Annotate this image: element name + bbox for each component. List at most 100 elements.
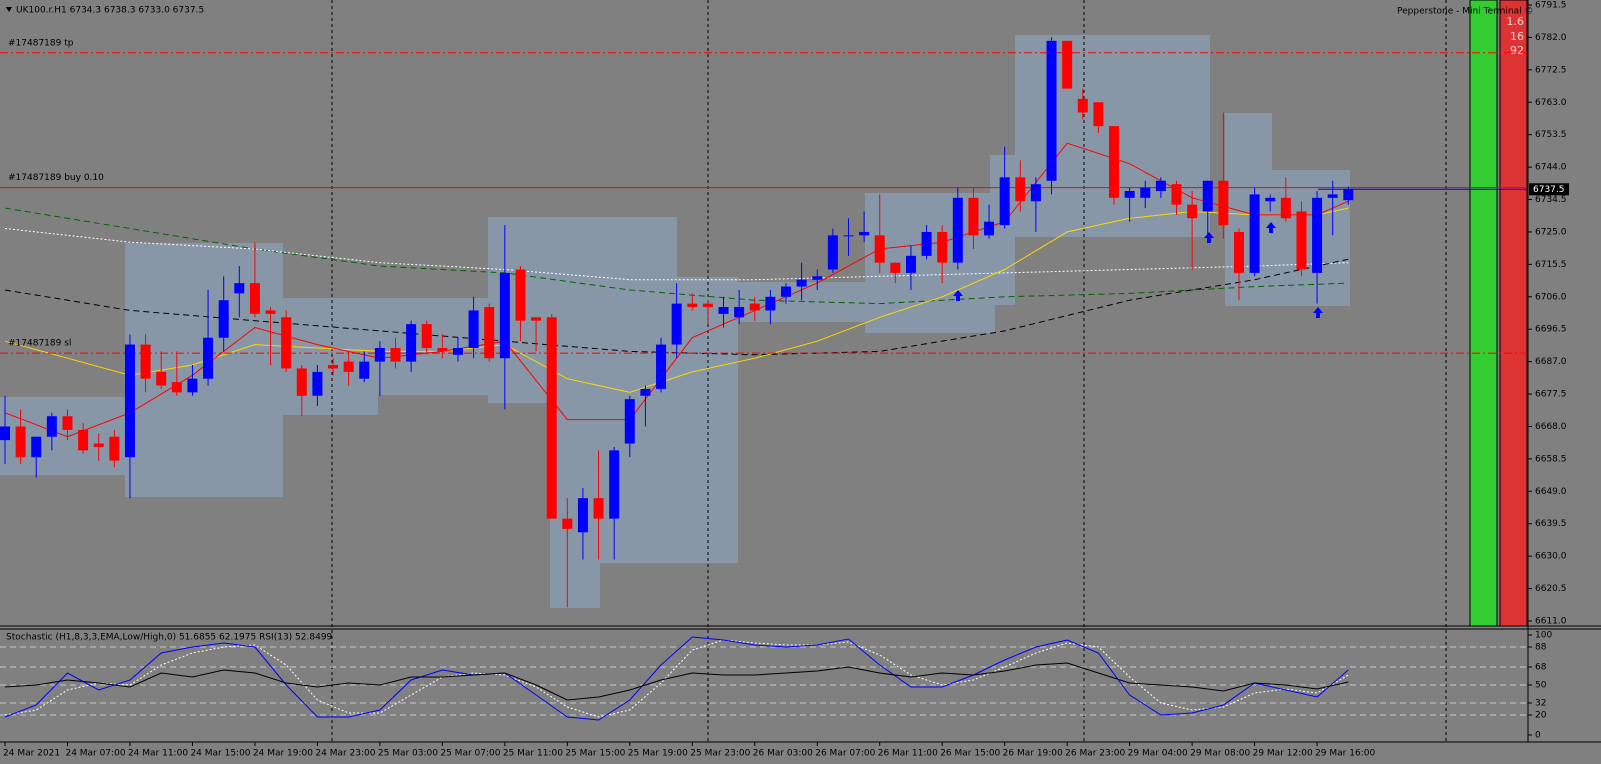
indicator-title: Stochastic (H1,8,3,3,EMA,Low/High,0) 51.… [6,633,333,643]
y-tick-label: 6772.5 [1535,65,1567,75]
candle-body [484,307,495,359]
candle-body [203,337,214,379]
candle-body [687,303,698,308]
candle-body [984,221,995,236]
candle-body [1187,204,1198,219]
y-tick-label: 88 [1535,643,1547,653]
y-tick-label: 0 [1535,731,1541,741]
candle-body [515,269,526,321]
candle-body [390,347,401,362]
candle-body [1062,40,1073,89]
moving-average [4,207,1349,393]
candle-body [0,426,10,441]
y-tick-label: 6677.5 [1535,390,1567,400]
candle-body [1077,98,1088,113]
candle-body [1124,190,1135,198]
candle-body [531,317,542,321]
x-tick-label: 29 Mar 12:00 [1253,749,1313,759]
order-label: #17487189 buy 0.10 [8,173,104,183]
counter: 1.6 [1507,15,1525,28]
candle-body [312,371,323,396]
price-box [1529,183,1569,196]
x-tick-label: 25 Mar 03:00 [378,749,438,759]
candle-body [656,344,667,389]
x-tick-label: 26 Mar 07:00 [815,749,875,759]
y-tick-label: 6649.0 [1535,487,1567,497]
x-tick-label: 29 Mar 08:00 [1190,749,1250,759]
price-panel: #17487189 tp #17487189 buy 0.10 #17487189 … [0,37,1528,608]
y-tick-label: 6791.5 [1535,1,1567,11]
x-tick-label: 29 Mar 16:00 [1315,749,1375,759]
x-tick-label: 24 Mar 23:00 [315,749,375,759]
candle-body [999,177,1010,226]
moving-average [4,142,1349,438]
candle-body [859,231,870,236]
current-price: 6737.5 [1533,185,1565,195]
candle-body [1218,180,1229,226]
candle-body [249,283,260,314]
counter: 16 [1510,30,1524,43]
y-tick-label: 6734.5 [1535,195,1567,205]
candle-body [421,324,432,348]
candle-body [1109,126,1120,198]
y-tick-label: 6620.5 [1535,584,1567,594]
candle-body [1343,189,1354,201]
candle-body [937,231,948,263]
signal-arrows [953,222,1323,318]
candle-body [1030,184,1041,202]
candle-body [265,310,276,314]
candle-body [46,416,57,437]
terminal-label: Pepperstone - Mini Terminal © [1397,7,1533,17]
candle-body [734,307,745,318]
candle-body [577,498,588,533]
y-tick-label: 6706.0 [1535,292,1567,302]
oscillator-line [4,636,1349,721]
x-tick-label: 24 Mar 19:00 [253,749,313,759]
x-tick-label: 25 Mar 07:00 [440,749,500,759]
order-label: #17487189 tp [8,38,74,48]
y-tick-label: 6639.5 [1535,519,1567,529]
order-label: #17487189 sl [8,339,71,349]
candle-body [296,368,307,396]
menu-triangle [6,7,12,12]
candle-body [624,399,635,444]
candle-body [156,371,167,386]
candle-body [31,436,42,458]
candle-body [921,231,932,256]
y-tick-label: 68 [1535,663,1547,673]
y-tick-label: 32 [1535,699,1546,709]
y-tick-label: 6611.0 [1535,617,1567,627]
candle-body [437,347,448,352]
candle-body [609,450,620,519]
candle-body [1265,197,1276,202]
candle-body [968,197,979,236]
candle-body [406,324,417,362]
y-tick-label: 6744.0 [1535,163,1567,173]
candle-body [359,361,370,379]
candle-body [640,388,651,396]
candle-body [1327,194,1338,198]
green-bar [1469,0,1498,627]
y-tick-label: 6763.0 [1535,98,1567,108]
candle-body [593,498,604,519]
y-tick-label: 20 [1535,711,1547,721]
candle-body [1015,177,1026,202]
x-tick-label: 29 Mar 04:00 [1128,749,1188,759]
chart-title: UK100.r.H1 6734.3 6738.3 6733.0 6737.5 [16,6,204,16]
session-boxes [0,35,1350,608]
candle-body [187,378,198,393]
x-tick-label: 24 Mar 07:00 [65,749,125,759]
red-bar [1499,0,1528,627]
x-tick-label: 25 Mar 15:00 [565,749,625,759]
candle-body [452,347,463,355]
y-tick-label: 6696.5 [1535,325,1567,335]
candle-body [281,317,292,369]
x-tick-label: 24 Mar 2021 [3,749,60,759]
y-tick-label: 6782.0 [1535,33,1567,43]
candle-body [905,255,916,273]
candle-body [702,303,713,308]
y-tick-label: 6658.5 [1535,454,1567,464]
candle-body [843,235,854,237]
x-tick-label: 24 Mar 11:00 [128,749,188,759]
candle-body [218,300,229,338]
